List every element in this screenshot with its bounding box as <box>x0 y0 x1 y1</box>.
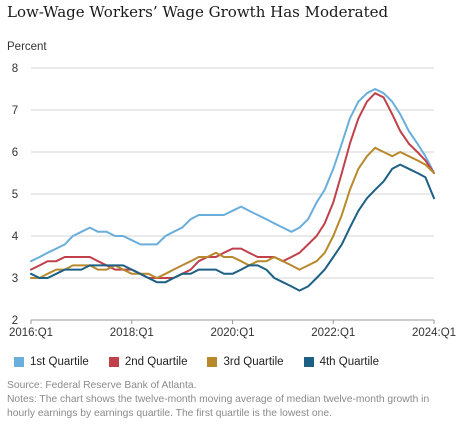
legend-label-2nd-quartile: 2nd Quartile <box>124 356 188 368</box>
series-layer <box>30 88 435 292</box>
legend-swatch-3rd-quartile <box>207 357 218 367</box>
series-line-1st-quartile <box>30 88 435 263</box>
y-tick-label-3: 3 <box>12 273 18 285</box>
y-axis-label: Percent <box>7 41 47 53</box>
legend-label-4th-quartile: 4th Quartile <box>319 356 380 368</box>
series-line-3rd-quartile <box>30 146 435 279</box>
x-tick-label-1: 2018:Q1 <box>110 327 154 339</box>
legend-swatch-1st-quartile <box>14 357 24 367</box>
series-line-4th-quartile <box>30 163 435 292</box>
y-tick-label-6: 6 <box>12 147 18 159</box>
legend-swatch-4th-quartile <box>303 357 314 367</box>
legend-item-3rd-quartile: 3rd Quartile <box>207 356 284 368</box>
notes-line-1: Notes: The chart shows the twelve-month … <box>7 394 430 405</box>
x-tick-label-4: 2024:Q1 <box>412 327 456 339</box>
series-line-2nd-quartile <box>30 92 435 279</box>
y-tick-label-7: 7 <box>12 105 18 117</box>
notes-line-2: hourly earnings by earnings quartile. Th… <box>7 408 332 419</box>
x-tick-label-0: 2016:Q1 <box>9 327 53 339</box>
legend-item-2nd-quartile: 2nd Quartile <box>108 356 188 368</box>
legend-label-3rd-quartile: 3rd Quartile <box>223 356 284 368</box>
legend-item-1st-quartile: 1st Quartile <box>14 356 89 368</box>
y-tick-label-2: 2 <box>12 315 18 327</box>
y-tick-label-8: 8 <box>12 63 18 75</box>
y-tick-label-5: 5 <box>12 189 18 201</box>
x-tick-label-3: 2022:Q1 <box>311 327 355 339</box>
legend-item-4th-quartile: 4th Quartile <box>303 356 380 368</box>
legend: 1st Quartile 2nd Quartile 3rd Quartile 4… <box>14 356 454 368</box>
chart-title: Low-Wage Workers’ Wage Growth Has Modera… <box>7 3 389 21</box>
legend-label-1st-quartile: 1st Quartile <box>30 356 89 368</box>
legend-swatch-2nd-quartile <box>108 357 119 367</box>
x-tick-label-2: 2020:Q1 <box>210 327 254 339</box>
axis-layer: 2 3 4 5 6 7 8 2016:Q1 2018:Q1 2020:Q1 2022:Q1 2024:… <box>9 63 456 339</box>
y-tick-label-4: 4 <box>12 231 19 243</box>
notes-block: Source: Federal Reserve Bank of Atlanta.… <box>7 379 457 421</box>
grid-layer <box>31 67 434 321</box>
source-note: Source: Federal Reserve Bank of Atlanta. <box>7 380 197 391</box>
